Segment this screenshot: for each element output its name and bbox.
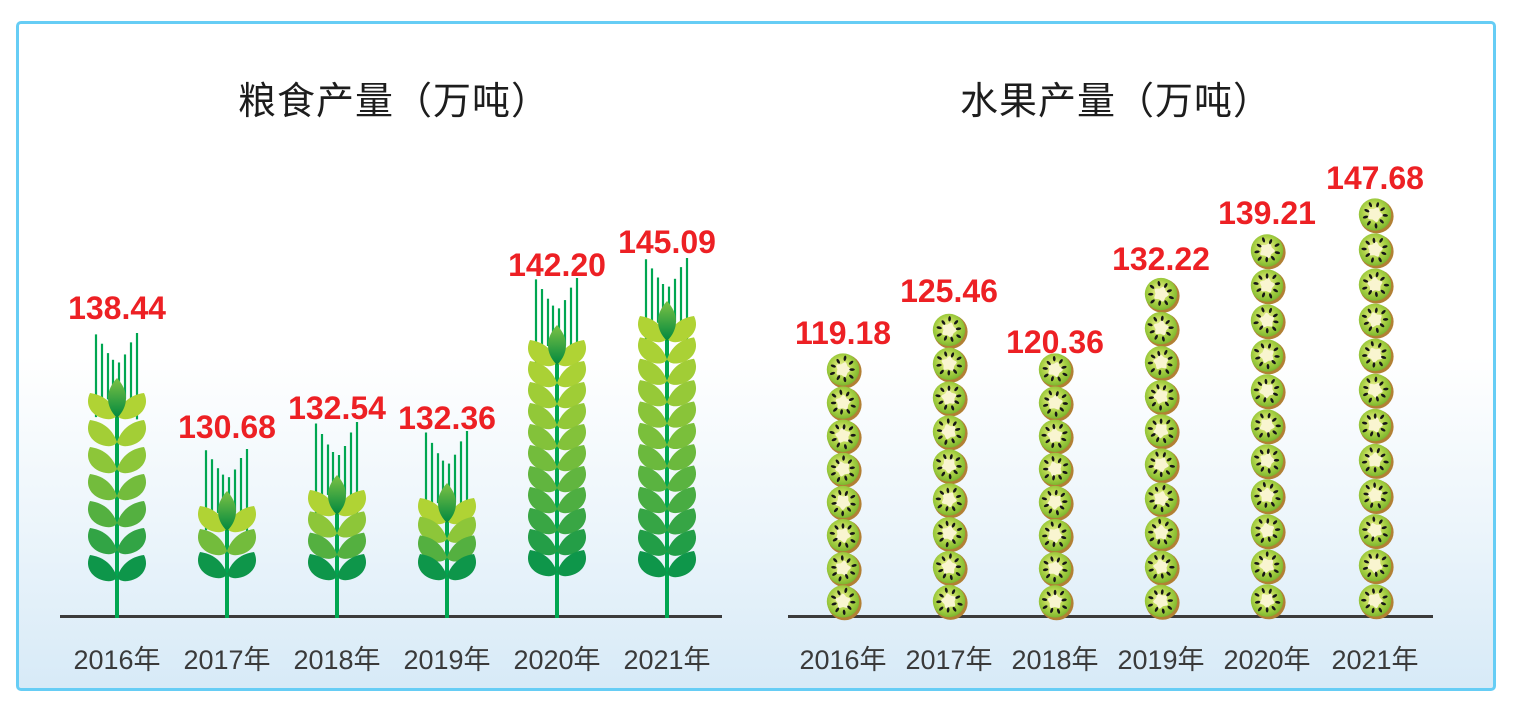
kiwi-slice-icon: [1038, 518, 1074, 554]
fruit-year-label: 2018年: [1011, 645, 1099, 675]
kiwi-slice-icon: [1358, 584, 1394, 620]
kiwi-slice-icon: [1358, 338, 1394, 374]
kiwi-slice-icon: [932, 517, 968, 553]
kiwi-slice-icon: [932, 483, 968, 519]
fruit-value-label: 132.22: [1112, 241, 1210, 277]
kiwi-slice-icon: [1144, 584, 1180, 620]
grain-year-label: 2021年: [623, 645, 711, 675]
fruit-value-label: 119.18: [794, 315, 892, 351]
kiwi-slice-icon: [1358, 549, 1394, 585]
kiwi-slice-icon: [826, 419, 862, 455]
fruit-year-label: 2016年: [799, 645, 887, 675]
grain-year-label: 2018年: [293, 645, 381, 675]
kiwi-slice-icon: [1038, 585, 1074, 621]
kiwi-slice-icon: [1250, 304, 1286, 340]
kiwi-slice-icon: [1038, 419, 1074, 455]
grain-value-label: 132.36: [398, 400, 496, 436]
fruit-year-label: 2019年: [1117, 645, 1205, 675]
wheat-stalk-icon: [197, 449, 257, 618]
kiwi-slice-icon: [932, 550, 968, 586]
kiwi-slice-icon: [826, 518, 862, 554]
wheat-stalk-icons: [87, 258, 697, 618]
grain-value-label: 130.68: [178, 409, 276, 445]
fruit-chart-title: 水果产量（万吨）: [959, 81, 1272, 123]
kiwi-slice-icon: [1250, 339, 1286, 375]
kiwi-slice-icon: [1358, 198, 1394, 234]
kiwi-slice-icon: [1144, 414, 1180, 450]
grain-value-label: 142.20: [508, 247, 606, 283]
kiwi-slice-icon: [1250, 374, 1286, 410]
kiwi-slice-icons: [826, 198, 1394, 621]
kiwi-slice-icon: [826, 452, 862, 488]
kiwi-slice-icon: [1358, 233, 1394, 269]
grain-year-label: 2017年: [183, 645, 271, 675]
kiwi-slice-icon: [1144, 448, 1180, 484]
kiwi-slice-icon: [1144, 311, 1180, 347]
kiwi-slice-icon: [1358, 443, 1394, 479]
fruit-value-label: 120.36: [1006, 324, 1104, 360]
fruit-year-label: 2017年: [905, 645, 993, 675]
wheat-stalk-icon: [637, 258, 697, 618]
baseline-axes: [60, 615, 1433, 618]
fruit-year-label: 2021年: [1331, 645, 1419, 675]
kiwi-slice-icon: [826, 386, 862, 422]
kiwi-slice-icon: [1038, 552, 1074, 588]
kiwi-slice-icon: [1144, 550, 1180, 586]
kiwi-slice-icon: [1144, 516, 1180, 552]
grain-year-label: 2020年: [513, 645, 601, 675]
kiwi-slice-icon: [826, 552, 862, 588]
kiwi-slice-icon: [932, 347, 968, 383]
wheat-stalk-icon: [87, 333, 147, 618]
kiwi-slice-icon: [826, 485, 862, 521]
kiwi-slice-icon: [1358, 408, 1394, 444]
grain-chart-title: 粮食产量（万吨）: [237, 81, 550, 123]
kiwi-slice-icon: [1144, 380, 1180, 416]
kiwi-slice-icon: [932, 313, 968, 349]
kiwi-slice-icon: [1250, 269, 1286, 305]
grain-value-label: 145.09: [618, 224, 716, 260]
kiwi-slice-icon: [1250, 444, 1286, 480]
grain-value-label: 132.54: [288, 390, 386, 426]
kiwi-slice-icon: [1144, 346, 1180, 382]
grain-value-label: 138.44: [68, 290, 166, 326]
kiwi-slice-icon: [1358, 479, 1394, 515]
kiwi-slice-icon: [1144, 277, 1180, 313]
kiwi-slice-icon: [1250, 234, 1286, 270]
kiwi-slice-icon: [1038, 353, 1074, 389]
kiwi-slice-icon: [1250, 549, 1286, 585]
kiwi-slice-icon: [1358, 373, 1394, 409]
chart-frame: [16, 21, 1496, 691]
kiwi-slice-icon: [1250, 584, 1286, 620]
grain-year-label: 2019年: [403, 645, 491, 675]
grain-year-label: 2016年: [73, 645, 161, 675]
kiwi-slice-icon: [1358, 514, 1394, 550]
kiwi-slice-icon: [932, 415, 968, 451]
kiwi-slice-icon: [1038, 452, 1074, 488]
kiwi-slice-icon: [932, 449, 968, 485]
kiwi-slice-icon: [1358, 268, 1394, 304]
fruit-value-label: 139.21: [1218, 195, 1316, 231]
kiwi-slice-icon: [1144, 482, 1180, 518]
kiwi-slice-icon: [1250, 479, 1286, 515]
fruit-year-label: 2020年: [1223, 645, 1311, 675]
kiwi-slice-icon: [932, 381, 968, 417]
wheat-stalk-icon: [417, 431, 477, 618]
kiwi-slice-icon: [1250, 409, 1286, 445]
kiwi-slice-icon: [826, 353, 862, 389]
wheat-stalk-icon: [527, 278, 587, 618]
fruit-value-label: 125.46: [900, 273, 998, 309]
kiwi-slice-icon: [826, 585, 862, 621]
wheat-stalk-icon: [307, 422, 367, 618]
kiwi-slice-icon: [932, 584, 968, 620]
kiwi-slice-icon: [1250, 514, 1286, 550]
fruit-value-label: 147.68: [1326, 160, 1424, 196]
kiwi-slice-icon: [1038, 386, 1074, 422]
kiwi-slice-icon: [1038, 485, 1074, 521]
kiwi-slice-icon: [1358, 303, 1394, 339]
